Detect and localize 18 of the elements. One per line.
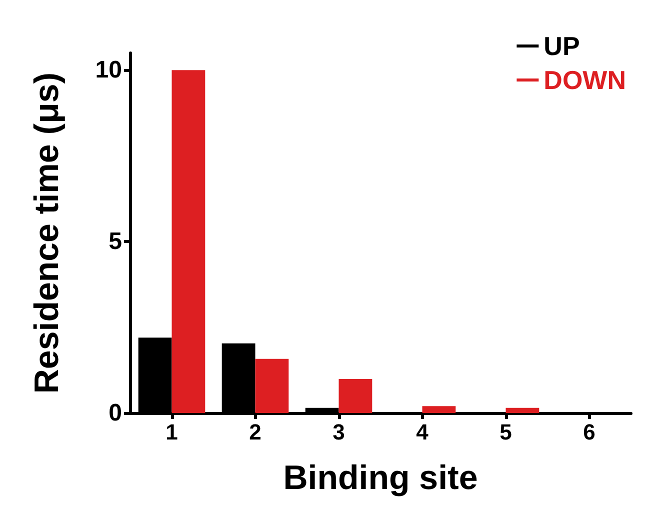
- y-tick-label: 10: [95, 56, 122, 84]
- bar: [338, 379, 372, 413]
- x-tick-label: 3: [332, 420, 345, 444]
- x-tick-label: 4: [416, 420, 430, 444]
- x-axis-title: Binding site: [283, 459, 478, 497]
- bar: [506, 408, 540, 413]
- x-tick-label: 5: [500, 420, 512, 444]
- bar: [422, 406, 456, 413]
- x-tick-label: 1: [166, 420, 178, 444]
- bar: [172, 70, 206, 413]
- legend-label: DOWN: [544, 65, 626, 95]
- legend-label: UP: [544, 31, 580, 61]
- x-tick-label: 2: [249, 420, 262, 444]
- y-tick-label: 0: [108, 400, 122, 426]
- y-axis-title: Residence time (μs): [28, 72, 66, 394]
- y-tick-label: 5: [108, 228, 122, 256]
- x-tick-label: 6: [583, 420, 596, 444]
- bar: [255, 358, 289, 413]
